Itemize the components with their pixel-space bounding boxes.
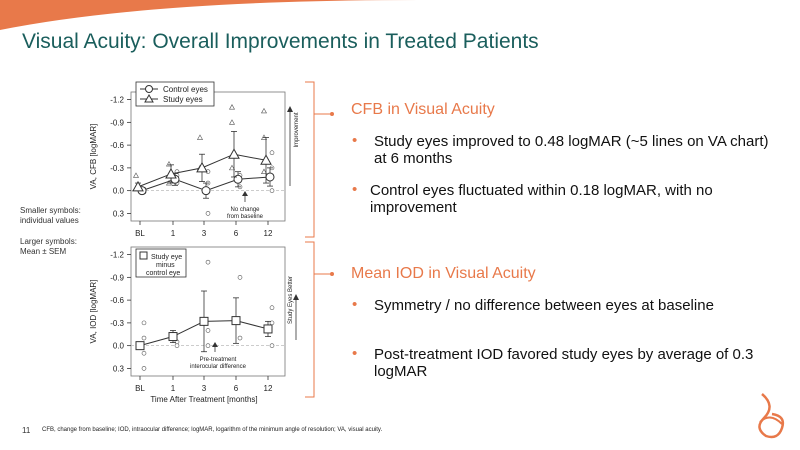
legend-triangle-marker — [144, 93, 154, 103]
annotation-text: interocular difference — [190, 364, 247, 370]
x-tick-label: 3 — [202, 384, 207, 393]
legend-label: Study eye — [151, 254, 182, 261]
individual-point-circle — [205, 328, 211, 333]
mean-point-triangle — [165, 167, 177, 179]
legend-square-marker — [139, 251, 148, 260]
x-tick-label: 1 — [171, 384, 176, 393]
mean-point-triangle — [196, 161, 208, 173]
legend-label: control eye — [146, 270, 180, 277]
improvement-label: Improvement — [294, 112, 300, 147]
plot-frame — [130, 246, 286, 377]
y-tick-label: -0.3 — [110, 164, 124, 173]
mean-point-circle — [201, 186, 211, 196]
x-tick-label: BL — [135, 229, 145, 238]
y-tick-label: -0.9 — [110, 118, 124, 127]
x-axis-label: Time After Treatment [months] — [150, 395, 257, 404]
individual-point-circle — [205, 211, 211, 216]
chart-cfb: -1.2 -0.9 -0.6 -0.3 0.0 0.3 BL 1 3 6 12 VA, CFB [lo… — [89, 81, 300, 238]
individual-point-triangle — [228, 104, 236, 110]
mean-point-triangle — [132, 180, 144, 192]
y-tick-label: -0.6 — [110, 141, 124, 150]
decorative-swoosh — [0, 0, 420, 30]
individual-point-circle — [141, 335, 147, 341]
individual-point-triangle — [260, 107, 268, 114]
bracket-bottom — [305, 241, 315, 398]
y-tick-label: -1.2 — [110, 251, 124, 260]
y-tick-label: 0.3 — [113, 209, 125, 218]
bullet-cfb-2: • Control eyes fluctuated within 0.18 log… — [352, 181, 713, 216]
individual-point-triangle — [260, 168, 268, 174]
annotation-text: from baseline — [227, 214, 264, 220]
y-tick-label: -0.3 — [110, 319, 124, 328]
y-tick-label: 0.3 — [113, 364, 125, 373]
mean-point-square — [199, 316, 209, 326]
chart-iod: -1.2 -0.9 -0.6 -0.3 0.0 0.3 BL 1 3 6 12 VA, IOD [lo… — [89, 246, 299, 404]
x-tick-label: 6 — [234, 229, 239, 238]
y-tick-label: -1.2 — [110, 96, 124, 105]
mean-point-square — [168, 332, 178, 342]
individual-point-circle — [269, 305, 275, 311]
company-logo-icon — [758, 393, 785, 439]
improvement-arrowhead — [287, 106, 293, 112]
mean-point-triangle — [228, 148, 240, 159]
y-tick-label: 0.0 — [113, 342, 125, 351]
mean-point-circle — [233, 174, 243, 184]
study-eyes-better-arrowhead — [293, 294, 299, 300]
individual-point-circle — [269, 188, 275, 193]
y-tick-label: 0.0 — [113, 187, 125, 196]
y-axis-label: VA, CFB [logMAR] — [89, 124, 98, 190]
study-eyes-better-label: Study Eyes Better — [288, 276, 294, 324]
individual-point-circle — [237, 275, 243, 280]
individual-point-circle — [141, 320, 147, 326]
annotation-arrowhead — [212, 342, 218, 347]
symbol-note-small: Smaller symbols: individual values — [20, 206, 81, 225]
mean-point-triangle — [260, 154, 272, 165]
individual-point-circle — [205, 343, 211, 348]
individual-point-circle — [174, 343, 180, 348]
individual-point-triangle — [132, 172, 140, 178]
page-number: 11 — [22, 426, 31, 435]
section-heading-cfb: CFB in Visual Acuity — [351, 101, 495, 118]
legend-label: Control eyes — [163, 85, 208, 94]
x-tick-label: 12 — [264, 229, 273, 238]
legend-label: Study eyes — [163, 95, 203, 104]
mean-point-square — [231, 316, 241, 326]
legend-label: minus — [156, 262, 175, 269]
slide-title: Visual Acuity: Overall Improvements in T… — [22, 30, 539, 53]
individual-point-circle — [269, 150, 275, 156]
y-tick-label: -0.9 — [110, 273, 124, 282]
legend-circle-marker — [145, 85, 153, 93]
x-tick-label: 1 — [171, 229, 176, 238]
bracket-top — [305, 81, 315, 238]
individual-point-triangle — [228, 164, 236, 171]
x-tick-label: 3 — [202, 229, 207, 238]
bullet-iod-1: • Symmetry / no difference between eyes a… — [352, 296, 714, 314]
individual-point-triangle — [196, 134, 204, 140]
y-tick-label: -0.6 — [110, 296, 124, 305]
bullet-iod-2: • Post-treatment IOD favored study eyes b… — [352, 345, 754, 380]
symbol-note-large: Larger symbols: Mean ± SEM — [20, 237, 77, 256]
bullet-cfb-1: • Study eyes improved to 0.48 logMAR (~5 … — [352, 132, 769, 167]
plot-frame — [130, 91, 286, 222]
individual-point-triangle — [228, 119, 236, 125]
mean-point-square — [135, 341, 145, 351]
x-tick-label: 12 — [264, 384, 273, 393]
individual-point-circle — [141, 350, 147, 356]
annotation-arrowhead — [242, 191, 248, 196]
individual-point-circle — [205, 259, 211, 265]
mean-point-circle — [265, 172, 275, 182]
annotation-text: No change — [230, 207, 260, 213]
section-heading-iod: Mean IOD in Visual Acuity — [351, 265, 536, 282]
annotation-text: Pre-treatment — [200, 357, 237, 363]
footnote: CFB, change from baseline; IOD, intraocu… — [42, 427, 383, 433]
x-tick-label: 6 — [234, 384, 239, 393]
individual-point-circle — [237, 335, 243, 341]
mean-point-square — [263, 324, 273, 334]
individual-point-circle — [269, 343, 275, 348]
y-axis-label: VA, IOD [logMAR] — [89, 280, 98, 344]
individual-point-circle — [141, 366, 147, 371]
x-tick-label: BL — [135, 384, 145, 393]
